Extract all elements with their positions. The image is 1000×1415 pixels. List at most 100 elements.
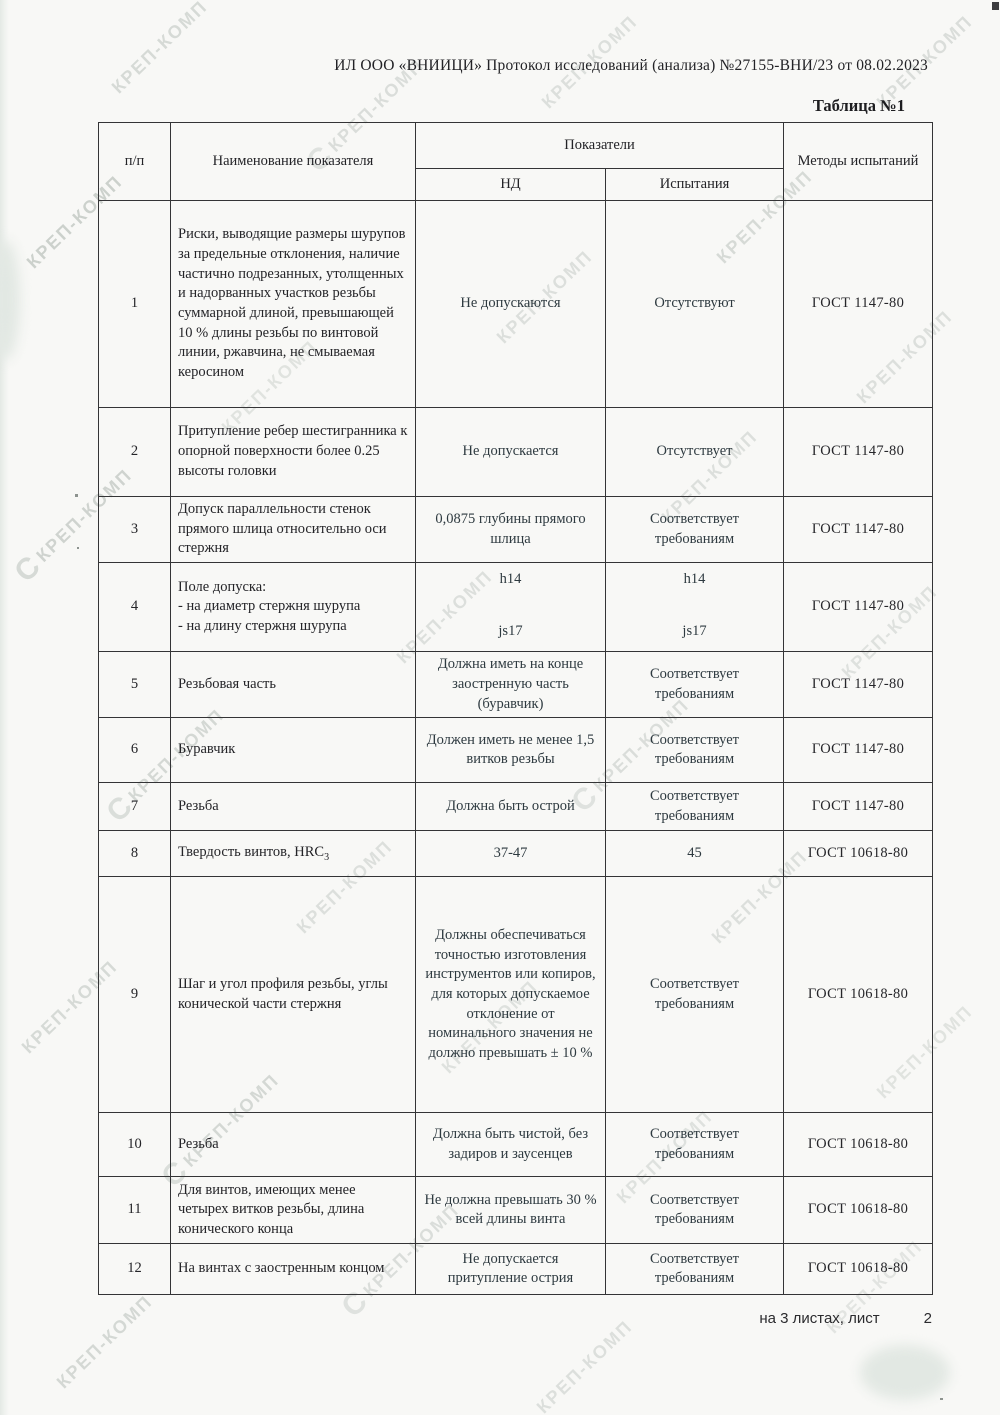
document-header-line: ИЛ ООО «ВНИИЦИ» Протокол исследований (а…	[334, 57, 928, 74]
scan-edge-strip	[0, 0, 9, 1415]
cell-method: ГОСТ 10618-80	[783, 876, 934, 1114]
tolerance-line: - на диаметр стержня шурупа	[178, 598, 361, 615]
cell-num: 4	[98, 562, 171, 653]
cell-num: 10	[98, 1112, 171, 1178]
cell-name: Притупление ребер шестигранника к опорно…	[170, 407, 416, 497]
nd-value-top: h14	[499, 571, 522, 588]
cell-nd: Не допускаются	[415, 200, 606, 408]
table-row: 1 Риски, выводящие размеры шурупов за пр…	[98, 200, 934, 408]
cell-method: ГОСТ 10618-80	[783, 1112, 934, 1178]
column-header-test: Испытания	[604, 168, 785, 201]
hardness-label: Твердость винтов, HRC	[178, 844, 325, 861]
cell-nd: Должна быть острой	[415, 782, 606, 832]
table-row: 12 На винтах с заостренным концом Не доп…	[98, 1243, 934, 1296]
cell-test: Соответствует требованиям	[604, 717, 785, 784]
cell-method: ГОСТ 1147-80	[783, 717, 934, 784]
tolerance-line: Поле допуска:	[178, 578, 267, 595]
cell-method: ГОСТ 10618-80	[783, 1243, 934, 1296]
cell-num: 3	[98, 495, 171, 564]
cell-name: Риски, выводящие размеры шурупов за пред…	[170, 200, 416, 408]
scan-smudge	[0, 240, 20, 360]
cell-nd: Должны обеспечиваться точностью изготовл…	[415, 876, 606, 1114]
scan-smudge	[860, 1345, 950, 1400]
scan-speck	[75, 494, 78, 497]
page-footer: на 3 листах, лист 2	[759, 1310, 932, 1327]
hardness-subscript: 3	[324, 851, 330, 863]
cell-num: 6	[98, 717, 171, 784]
test-value-bottom: js17	[682, 623, 707, 640]
table-row: 3 Допуск параллельности стенок прямого ш…	[98, 495, 934, 564]
cell-test: Соответствует требованиям	[604, 1243, 785, 1296]
cell-test: Соответствует требованиям	[604, 1112, 785, 1178]
test-value-top: h14	[683, 571, 706, 588]
krep-komp-watermark: КРЕП-КОМП	[533, 1316, 637, 1415]
results-table: п/п Наименование показателя Показатели М…	[98, 122, 934, 1296]
cell-num: 2	[98, 407, 171, 497]
watermark-text: КРЕП-КОМП	[107, 0, 212, 98]
cell-test: 45	[604, 830, 785, 878]
watermark-text: КРЕП-КОМП	[52, 1291, 157, 1393]
cell-nd: 0,0875 глубины прямого шлица	[415, 495, 606, 564]
cell-name: Резьба	[170, 1112, 416, 1178]
cell-name: Резьба	[170, 782, 416, 832]
cell-nd: 37-47	[415, 830, 606, 878]
cell-nd: Не допускается притупление острия	[415, 1243, 606, 1296]
table-row: 9 Шаг и угол профиля резьбы, углы кониче…	[98, 876, 934, 1114]
cell-num: 8	[98, 830, 171, 878]
cell-method: ГОСТ 1147-80	[783, 782, 934, 832]
cell-method: ГОСТ 1147-80	[783, 651, 934, 719]
cell-test: Отсутствуют	[604, 200, 785, 408]
cell-name: Допуск параллельности стенок прямого шли…	[170, 495, 416, 564]
cell-num: 11	[98, 1176, 171, 1245]
cell-name: Для винтов, имеющих менее четырех витков…	[170, 1176, 416, 1245]
cell-name: Резьбовая часть	[170, 651, 416, 719]
cell-test: Соответствует требованиям	[604, 1176, 785, 1245]
scan-artifact-corner	[992, 2, 999, 10]
cell-num: 9	[98, 876, 171, 1114]
column-header-num: п/п	[98, 122, 171, 201]
nd-value-bottom: js17	[498, 623, 523, 640]
table-row: 2 Притупление ребер шестигранника к опор…	[98, 407, 934, 497]
table-row: 7 Резьба Должна быть острой Соответствуе…	[98, 782, 934, 832]
table-row: 6 Буравчик Должен иметь не менее 1,5 вит…	[98, 717, 934, 784]
cell-name: На винтах с заостренным концом	[170, 1243, 416, 1296]
cell-method: ГОСТ 10618-80	[783, 1176, 934, 1245]
table-row: 5 Резьбовая часть Должна иметь на конце …	[98, 651, 934, 719]
cell-nd: Не должна превышать 30 % всей длины винт…	[415, 1176, 606, 1245]
column-header-methods: Методы испытаний	[783, 122, 934, 201]
cell-method: ГОСТ 1147-80	[783, 495, 934, 564]
tolerance-line: - на длину стержня шурупа	[178, 618, 347, 635]
krep-komp-logo-icon: С	[8, 548, 49, 589]
table-row: 11 Для винтов, имеющих менее четырех вит…	[98, 1176, 934, 1245]
krep-komp-watermark: КРЕП-КОМП	[53, 1291, 157, 1393]
cell-test: Соответствует требованиям	[604, 651, 785, 719]
cell-name: Твердость винтов, HRC3	[170, 830, 416, 878]
table-caption: Таблица №1	[812, 96, 905, 115]
cell-method: ГОСТ 1147-80	[783, 200, 934, 408]
column-header-indicators: Показатели	[414, 122, 785, 169]
table-row: 8 Твердость винтов, HRC3 37-47 45 ГОСТ 1…	[98, 830, 934, 878]
cell-name: Буравчик	[170, 717, 416, 784]
sheet-number: 2	[923, 1310, 932, 1327]
column-header-name: Наименование показателя	[170, 122, 416, 201]
sheets-label: на 3 листах, лист	[759, 1310, 880, 1327]
cell-name: Поле допуска: - на диаметр стержня шуруп…	[170, 562, 416, 653]
cell-name: Шаг и угол профиля резьбы, углы коническ…	[170, 876, 416, 1114]
cell-test: Соответствует требованиям	[604, 782, 785, 832]
cell-nd: Не допускается	[415, 407, 606, 497]
cell-num: 1	[98, 200, 171, 408]
cell-method: ГОСТ 10618-80	[783, 830, 934, 878]
cell-nd: h14 js17	[415, 562, 606, 653]
cell-num: 5	[98, 651, 171, 719]
cell-method: ГОСТ 1147-80	[783, 407, 934, 497]
cell-test: h14 js17	[604, 562, 785, 653]
table-row: 4 Поле допуска: - на диаметр стержня шур…	[98, 562, 934, 653]
column-header-nd: НД	[415, 168, 606, 201]
cell-nd: Должна иметь на конце заостренную часть …	[415, 651, 606, 719]
cell-nd: Должен иметь не менее 1,5 витков резьбы	[415, 717, 606, 784]
krep-komp-watermark: КРЕП-КОМП	[108, 0, 212, 98]
watermark-text: КРЕП-КОМП	[532, 1316, 637, 1415]
scan-speck	[77, 547, 79, 549]
cell-test: Соответствует требованиям	[604, 495, 785, 564]
